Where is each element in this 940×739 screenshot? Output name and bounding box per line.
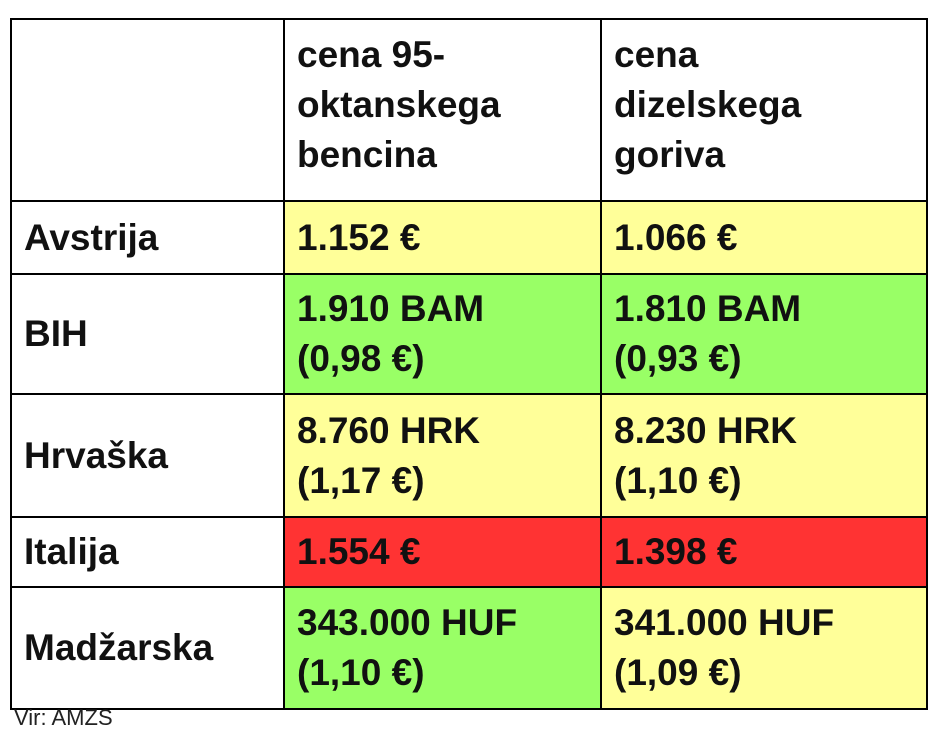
table-row: Madžarska 343.000 HUF (1,10 €) 341.000 H… xyxy=(10,586,928,710)
petrol-price-cell: 343.000 HUF (1,10 €) xyxy=(283,586,602,710)
table-row: Italija 1.554 € 1.398 € xyxy=(10,516,928,588)
country-cell: BIH xyxy=(10,273,285,395)
diesel-price-cell: 1.066 € xyxy=(600,200,928,275)
petrol-price-cell: 1.554 € xyxy=(283,516,602,588)
petrol-price-cell: 8.760 HRK (1,17 €) xyxy=(283,393,602,518)
table-row: BIH 1.910 BAM (0,98 €) 1.810 BAM (0,93 €… xyxy=(10,273,928,395)
header-empty xyxy=(10,18,285,202)
fuel-price-table: cena 95- oktanskega bencina cena dizelsk… xyxy=(10,18,928,710)
table-row: Avstrija 1.152 € 1.066 € xyxy=(10,200,928,275)
petrol-price-cell: 1.910 BAM (0,98 €) xyxy=(283,273,602,395)
header-diesel: cena dizelskega goriva xyxy=(600,18,928,202)
country-cell: Madžarska xyxy=(10,586,285,710)
diesel-price-cell: 1.398 € xyxy=(600,516,928,588)
header-petrol: cena 95- oktanskega bencina xyxy=(283,18,602,202)
table-row: Hrvaška 8.760 HRK (1,17 €) 8.230 HRK (1,… xyxy=(10,393,928,518)
country-cell: Hrvaška xyxy=(10,393,285,518)
country-cell: Avstrija xyxy=(10,200,285,275)
country-cell: Italija xyxy=(10,516,285,588)
diesel-price-cell: 8.230 HRK (1,10 €) xyxy=(600,393,928,518)
petrol-price-cell: 1.152 € xyxy=(283,200,602,275)
header-row: cena 95- oktanskega bencina cena dizelsk… xyxy=(10,18,928,202)
diesel-price-cell: 341.000 HUF (1,09 €) xyxy=(600,586,928,710)
diesel-price-cell: 1.810 BAM (0,93 €) xyxy=(600,273,928,395)
source-note: Vir: AMZS xyxy=(14,705,113,730)
